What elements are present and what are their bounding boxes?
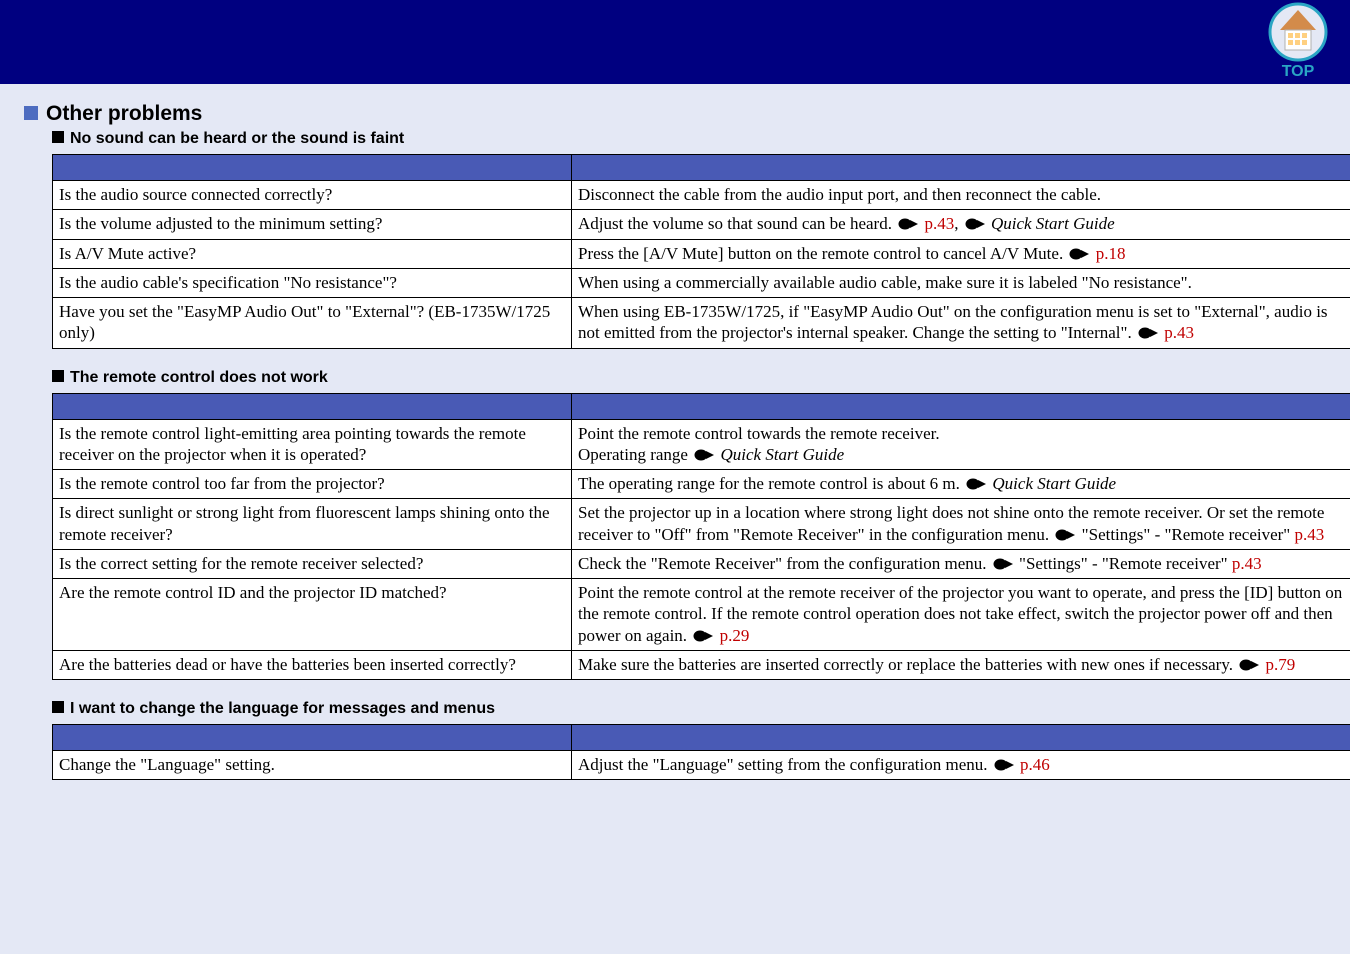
table-row: Are the remote control ID and the projec… — [53, 579, 1350, 651]
table-header — [572, 393, 1350, 419]
remedy-cell: When using EB-1735W/1725, if "EasyMP Aud… — [572, 298, 1350, 349]
reference-pointer-icon — [1138, 326, 1158, 340]
troubleshoot-table-remote: Is the remote control light-emitting are… — [52, 393, 1350, 681]
reference-pointer-icon — [1239, 658, 1259, 672]
table-row: Is the audio cable's specification "No r… — [53, 268, 1350, 297]
reference-pointer-icon — [693, 629, 713, 643]
table-header — [572, 155, 1350, 181]
reference-pointer-icon — [993, 557, 1013, 571]
guide-reference: Quick Start Guide — [992, 474, 1116, 493]
table-row: Change the "Language" setting.Adjust the… — [53, 751, 1350, 780]
table-header — [53, 393, 572, 419]
table-row: Is the remote control too far from the p… — [53, 470, 1350, 499]
remedy-cell: The operating range for the remote contr… — [572, 470, 1350, 499]
check-cell: Is direct sunlight or strong light from … — [53, 499, 572, 550]
subsection-heading-text: No sound can be heard or the sound is fa… — [70, 130, 404, 147]
guide-reference: Quick Start Guide — [720, 445, 844, 464]
table-row: Is the volume adjusted to the minimum se… — [53, 210, 1350, 239]
table-header — [53, 155, 572, 181]
table-row: Are the batteries dead or have the batte… — [53, 650, 1350, 679]
home-top-icon: TOP — [1268, 2, 1328, 80]
page-ref-link[interactable]: p.43 — [1164, 323, 1194, 342]
table-row: Is A/V Mute active?Press the [A/V Mute] … — [53, 239, 1350, 268]
remedy-cell: Adjust the "Language" setting from the c… — [572, 751, 1350, 780]
troubleshoot-table-no-sound: Is the audio source connected correctly?… — [52, 154, 1350, 349]
reference-pointer-icon — [1055, 528, 1075, 542]
reference-pointer-icon — [694, 448, 714, 462]
check-cell: Are the batteries dead or have the batte… — [53, 650, 572, 679]
subsection-heading: I want to change the language for messag… — [52, 700, 1326, 718]
check-cell: Is the audio cable's specification "No r… — [53, 268, 572, 297]
heading-bullet-icon — [24, 106, 38, 120]
table-row: Is the correct setting for the remote re… — [53, 549, 1350, 578]
check-cell: Have you set the "EasyMP Audio Out" to "… — [53, 298, 572, 349]
remedy-cell: Adjust the volume so that sound can be h… — [572, 210, 1350, 239]
remedy-cell: Point the remote control towards the rem… — [572, 419, 1350, 470]
page-ref-link[interactable]: p.43 — [1294, 525, 1324, 544]
check-cell: Is A/V Mute active? — [53, 239, 572, 268]
table-header — [53, 725, 572, 751]
top-header-bar: TOP — [0, 0, 1350, 84]
subsection-heading: The remote control does not work — [52, 369, 1326, 387]
check-cell: Is the remote control light-emitting are… — [53, 419, 572, 470]
check-cell: Is the correct setting for the remote re… — [53, 549, 572, 578]
sub-bullet-icon — [52, 370, 64, 382]
check-cell: Is the remote control too far from the p… — [53, 470, 572, 499]
reference-pointer-icon — [1069, 247, 1089, 261]
table-header — [572, 725, 1350, 751]
section-heading-text: Other problems — [46, 102, 202, 125]
subsection-heading-text: The remote control does not work — [70, 369, 328, 386]
page-ref-link[interactable]: p.29 — [720, 626, 750, 645]
remedy-cell: Make sure the batteries are inserted cor… — [572, 650, 1350, 679]
page-content: Other problems No sound can be heard or … — [0, 84, 1350, 824]
subsection-heading: No sound can be heard or the sound is fa… — [52, 130, 1326, 148]
guide-reference: Quick Start Guide — [991, 214, 1115, 233]
subsection-heading-text: I want to change the language for messag… — [70, 700, 495, 717]
sub-bullet-icon — [52, 701, 64, 713]
remedy-cell: Set the projector up in a location where… — [572, 499, 1350, 550]
table-row: Is direct sunlight or strong light from … — [53, 499, 1350, 550]
sub-bullet-icon — [52, 131, 64, 143]
reference-pointer-icon — [898, 217, 918, 231]
check-cell: Change the "Language" setting. — [53, 751, 572, 780]
check-cell: Are the remote control ID and the projec… — [53, 579, 572, 651]
remedy-cell: When using a commercially available audi… — [572, 268, 1350, 297]
page-ref-link[interactable]: p.18 — [1096, 244, 1126, 263]
remedy-cell: Disconnect the cable from the audio inpu… — [572, 181, 1350, 210]
reference-pointer-icon — [966, 477, 986, 491]
check-cell: Is the volume adjusted to the minimum se… — [53, 210, 572, 239]
reference-pointer-icon — [994, 758, 1014, 772]
top-nav-button[interactable]: TOP — [1266, 2, 1330, 82]
reference-pointer-icon — [965, 217, 985, 231]
page-ref-link[interactable]: p.43 — [1232, 554, 1262, 573]
table-row: Is the remote control light-emitting are… — [53, 419, 1350, 470]
troubleshoot-table-language: Change the "Language" setting.Adjust the… — [52, 724, 1350, 780]
page-ref-link[interactable]: p.46 — [1020, 755, 1050, 774]
table-row: Have you set the "EasyMP Audio Out" to "… — [53, 298, 1350, 349]
page-ref-link[interactable]: p.79 — [1266, 655, 1296, 674]
remedy-cell: Press the [A/V Mute] button on the remot… — [572, 239, 1350, 268]
svg-text:TOP: TOP — [1282, 63, 1315, 80]
remedy-cell: Point the remote control at the remote r… — [572, 579, 1350, 651]
check-cell: Is the audio source connected correctly? — [53, 181, 572, 210]
table-row: Is the audio source connected correctly?… — [53, 181, 1350, 210]
section-heading: Other problems — [24, 102, 1326, 126]
page-ref-link[interactable]: p.43 — [924, 214, 954, 233]
remedy-cell: Check the "Remote Receiver" from the con… — [572, 549, 1350, 578]
